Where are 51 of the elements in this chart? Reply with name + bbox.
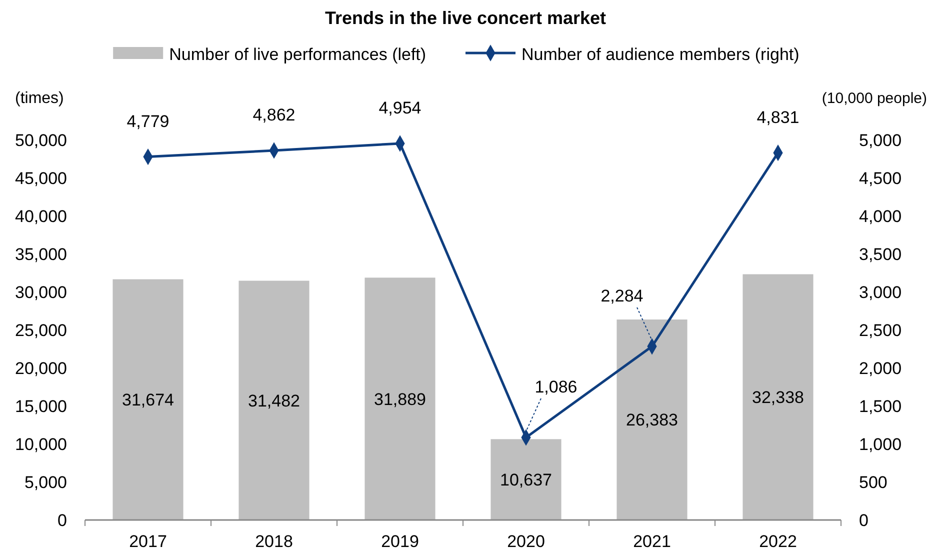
bar	[238, 280, 310, 520]
y-tick-label: 50,000	[15, 130, 67, 150]
y-tick-label: 10,000	[15, 434, 67, 454]
x-tick-label: 2019	[381, 532, 419, 551]
y2-tick-label: 2,500	[859, 320, 902, 340]
y-axis-title: (times)	[15, 90, 64, 107]
y2-tick-label: 4,000	[859, 206, 902, 226]
data-label: 4,779	[126, 112, 170, 131]
legend-label: Number of live performances (left)	[169, 45, 426, 64]
y-tick-label: 45,000	[15, 168, 67, 188]
x-tick-label: 2018	[255, 532, 293, 551]
data-label: 2,284	[600, 286, 644, 306]
bar	[364, 278, 436, 520]
data-label: 31,674	[122, 390, 174, 410]
y-tick-label: 5,000	[24, 472, 67, 492]
legend-label: Number of audience members (right)	[522, 45, 800, 64]
chart-title: Trends in the live concert market	[324, 8, 606, 28]
y-tick-label: 0	[58, 510, 67, 530]
x-tick-label: 2020	[507, 532, 545, 551]
bar	[742, 274, 814, 520]
x-tick-label: 2017	[129, 532, 167, 551]
y2-tick-label: 4,500	[859, 168, 902, 188]
data-label: 4,954	[378, 98, 422, 118]
x-tick-label: 2021	[633, 532, 671, 551]
y2-tick-label: 0	[859, 510, 868, 530]
bar	[616, 319, 688, 520]
y2-tick-label: 1,500	[859, 396, 902, 416]
bar	[490, 439, 562, 520]
y-tick-label: 35,000	[15, 244, 67, 264]
data-label: 1,086	[534, 377, 578, 396]
data-label: 32,338	[752, 388, 804, 408]
y-tick-label: 40,000	[15, 206, 67, 226]
y2-tick-label: 3,000	[859, 282, 902, 302]
y2-tick-label: 5,000	[859, 130, 902, 150]
y2-axis-title: (10,000 people)	[822, 90, 927, 107]
y2-tick-label: 1,000	[859, 434, 902, 454]
y2-tick-label: 2,000	[859, 358, 902, 378]
y-tick-label: 30,000	[15, 282, 67, 302]
data-label: 31,482	[248, 391, 300, 410]
x-tick-label: 2022	[759, 532, 797, 551]
data-label: 26,383	[626, 410, 678, 430]
data-label: 4,862	[252, 105, 296, 124]
y-tick-label: 20,000	[15, 358, 67, 378]
data-label: 31,889	[374, 390, 426, 409]
bar	[112, 279, 184, 520]
data-label: 10,637	[500, 470, 552, 490]
y-tick-label: 15,000	[15, 396, 67, 416]
y2-tick-label: 500	[859, 472, 888, 492]
data-label: 4,831	[756, 108, 800, 127]
y2-tick-label: 3,500	[859, 244, 902, 264]
y-tick-label: 25,000	[15, 320, 67, 340]
